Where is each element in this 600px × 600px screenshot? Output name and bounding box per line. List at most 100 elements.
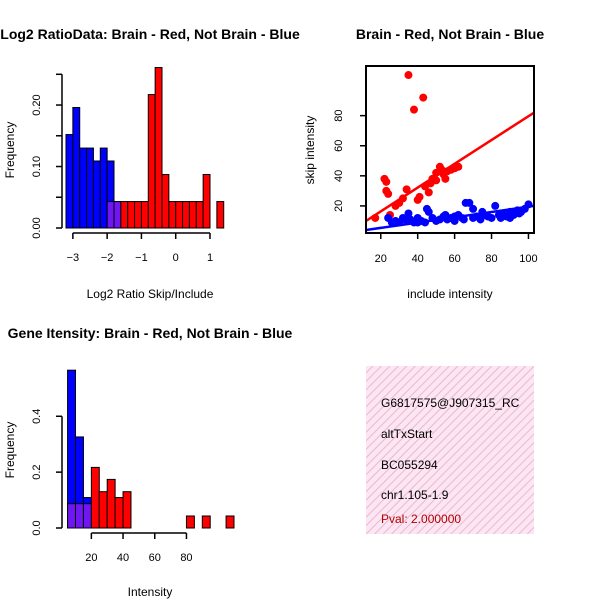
scatter-y-tick-label: 40: [333, 170, 345, 182]
scatter-point-not-brain: [404, 209, 413, 218]
scatter-plot: [366, 71, 534, 232]
scatter-x-tick-label: 40: [412, 253, 424, 265]
scatter-x-tick-label: 80: [485, 253, 497, 265]
ratio-bar-brain: [120, 201, 129, 229]
info-pval: Pval: 2.000000: [381, 512, 461, 526]
scatter-point-brain: [454, 162, 463, 171]
scatter-chart-title: Brain - Red, Not Brain - Blue: [356, 26, 544, 42]
ratio-bar-brain: [188, 201, 197, 229]
scatter-x-tick-label: 20: [375, 253, 387, 265]
ratio-bar-not-brain: [79, 147, 88, 229]
scatter-point-brain: [384, 189, 393, 198]
scatter-point-not-brain: [491, 201, 500, 210]
scatter-x-tick-label: 100: [519, 253, 537, 265]
ratio-y-tick-label: 0.10: [31, 156, 43, 177]
scatter-point-brain: [410, 105, 418, 114]
scatter-fit-line-not-brain: [366, 204, 534, 232]
intensity-y-tick-label: 0.0: [31, 520, 43, 535]
info-location: chr1.105-1.9: [381, 488, 449, 502]
scatter-point-not-brain: [422, 204, 431, 213]
ratio-bar-brain: [154, 67, 163, 229]
intensity-chart-xlabel: Intensity: [128, 585, 173, 599]
ratio-y-tick-label: 0.00: [31, 217, 43, 238]
scatter-point-brain: [382, 177, 391, 186]
intensity-bar-brain: [106, 478, 116, 529]
scatter-point-not-brain: [506, 213, 514, 222]
info-event-type: altTxStart: [381, 427, 433, 441]
intensity-bar-brain: [122, 491, 132, 529]
ratio-bar-brain: [106, 201, 115, 229]
scatter-point-brain: [413, 195, 422, 204]
scatter-point-not-brain: [465, 198, 474, 207]
intensity-chart-title: Gene Itensity: Brain - Red, Not Brain - …: [8, 325, 293, 341]
intensity-bar-brain: [90, 466, 100, 529]
scatter-y-tick-label: 60: [333, 140, 345, 152]
ratio-x-tick-label: 1: [207, 252, 213, 264]
intensity-x-tick-label: 80: [180, 552, 192, 564]
ratio-x-tick-label: −3: [67, 252, 80, 264]
intensity-bar-brain: [75, 503, 84, 529]
info-panel: G6817575@J907315_RC altTxStart BC055294 …: [366, 366, 534, 534]
ratio-bar-not-brain: [86, 147, 94, 229]
ratio-bar-not-brain: [99, 147, 108, 229]
info-probe-id: G6817575@J907315_RC: [381, 396, 520, 410]
scatter-point-not-brain: [469, 204, 478, 213]
ratio-bar-brain: [182, 201, 190, 229]
ratio-bar-brain: [113, 201, 122, 229]
intensity-bar-brain: [114, 497, 124, 529]
scatter-fit-line-brain: [366, 111, 534, 223]
scatter-point-not-brain: [496, 213, 505, 222]
intensity-axes: 20 40 60 80 0.0 0.2 0.4: [31, 409, 193, 564]
intensity-bar-brain: [98, 491, 108, 529]
scatter-point-brain: [441, 174, 450, 183]
ratio-axes: −3 −2 −1 0 1 0.00 0.10 0.20: [31, 73, 213, 264]
ratio-bar-brain: [161, 174, 170, 229]
ratio-bar-brain: [140, 201, 149, 229]
ratio-bar-not-brain: [65, 134, 74, 229]
ratio-bar-brain: [134, 201, 142, 229]
ratio-chart-title: Log2 RatioData: Brain - Red, Not Brain -…: [0, 26, 300, 42]
info-box-background: [366, 366, 534, 534]
ratio-bar-not-brain: [72, 106, 81, 229]
ratio-y-tick-label: 0.20: [31, 94, 43, 115]
intensity-bar-brain: [185, 515, 195, 529]
intensity-bars: [67, 369, 235, 529]
scatter-point-brain: [402, 185, 411, 194]
ratio-x-tick-label: −1: [135, 252, 148, 264]
intensity-chart-ylabel: Frequency: [3, 422, 17, 479]
ratio-x-tick-label: −2: [101, 252, 114, 264]
scatter-y-tick-label: 20: [333, 200, 345, 212]
scatter-point-brain: [404, 71, 413, 80]
scatter-point-not-brain: [515, 209, 524, 218]
intensity-x-tick-label: 60: [149, 552, 161, 564]
ratio-chart-ylabel: Frequency: [3, 122, 17, 179]
ratio-bar-brain: [202, 174, 211, 229]
scatter-point-not-brain: [441, 210, 450, 219]
ratio-bar-brain: [216, 201, 225, 229]
ratio-bar-brain: [175, 201, 184, 229]
intensity-bar-brain: [201, 515, 211, 529]
scatter-point-brain: [424, 188, 433, 197]
intensity-x-tick-label: 20: [85, 552, 97, 564]
scatter-y-tick-label: 80: [333, 110, 345, 122]
intensity-x-tick-label: 40: [117, 552, 129, 564]
ratio-bar-brain: [147, 94, 156, 229]
scatter-chart-xlabel: include intensity: [407, 287, 492, 301]
ratio-bar-brain: [127, 201, 136, 229]
scatter-panel: Brain - Red, Not Brain - Blue include in…: [303, 26, 544, 301]
intensity-bar-brain: [225, 515, 235, 529]
intensity-y-tick-label: 0.4: [31, 409, 43, 424]
intensity-y-tick-label: 0.2: [31, 464, 43, 479]
intensity-bar-brain: [82, 503, 92, 529]
scatter-chart-ylabel: skip intensity: [303, 116, 317, 185]
scatter-frame: [365, 65, 535, 234]
ratio-bar-brain: [195, 201, 204, 229]
scatter-point-not-brain: [487, 213, 496, 222]
ratio-bars: [65, 67, 225, 229]
scatter-axes: 20 40 60 80 100 20 40 60 80: [333, 65, 538, 265]
intensity-bar-brain: [67, 503, 77, 529]
ratio-x-tick-label: 0: [173, 252, 179, 264]
scatter-clip-group: [366, 71, 534, 232]
ratio-histogram-panel: Log2 RatioData: Brain - Red, Not Brain -…: [0, 26, 300, 301]
